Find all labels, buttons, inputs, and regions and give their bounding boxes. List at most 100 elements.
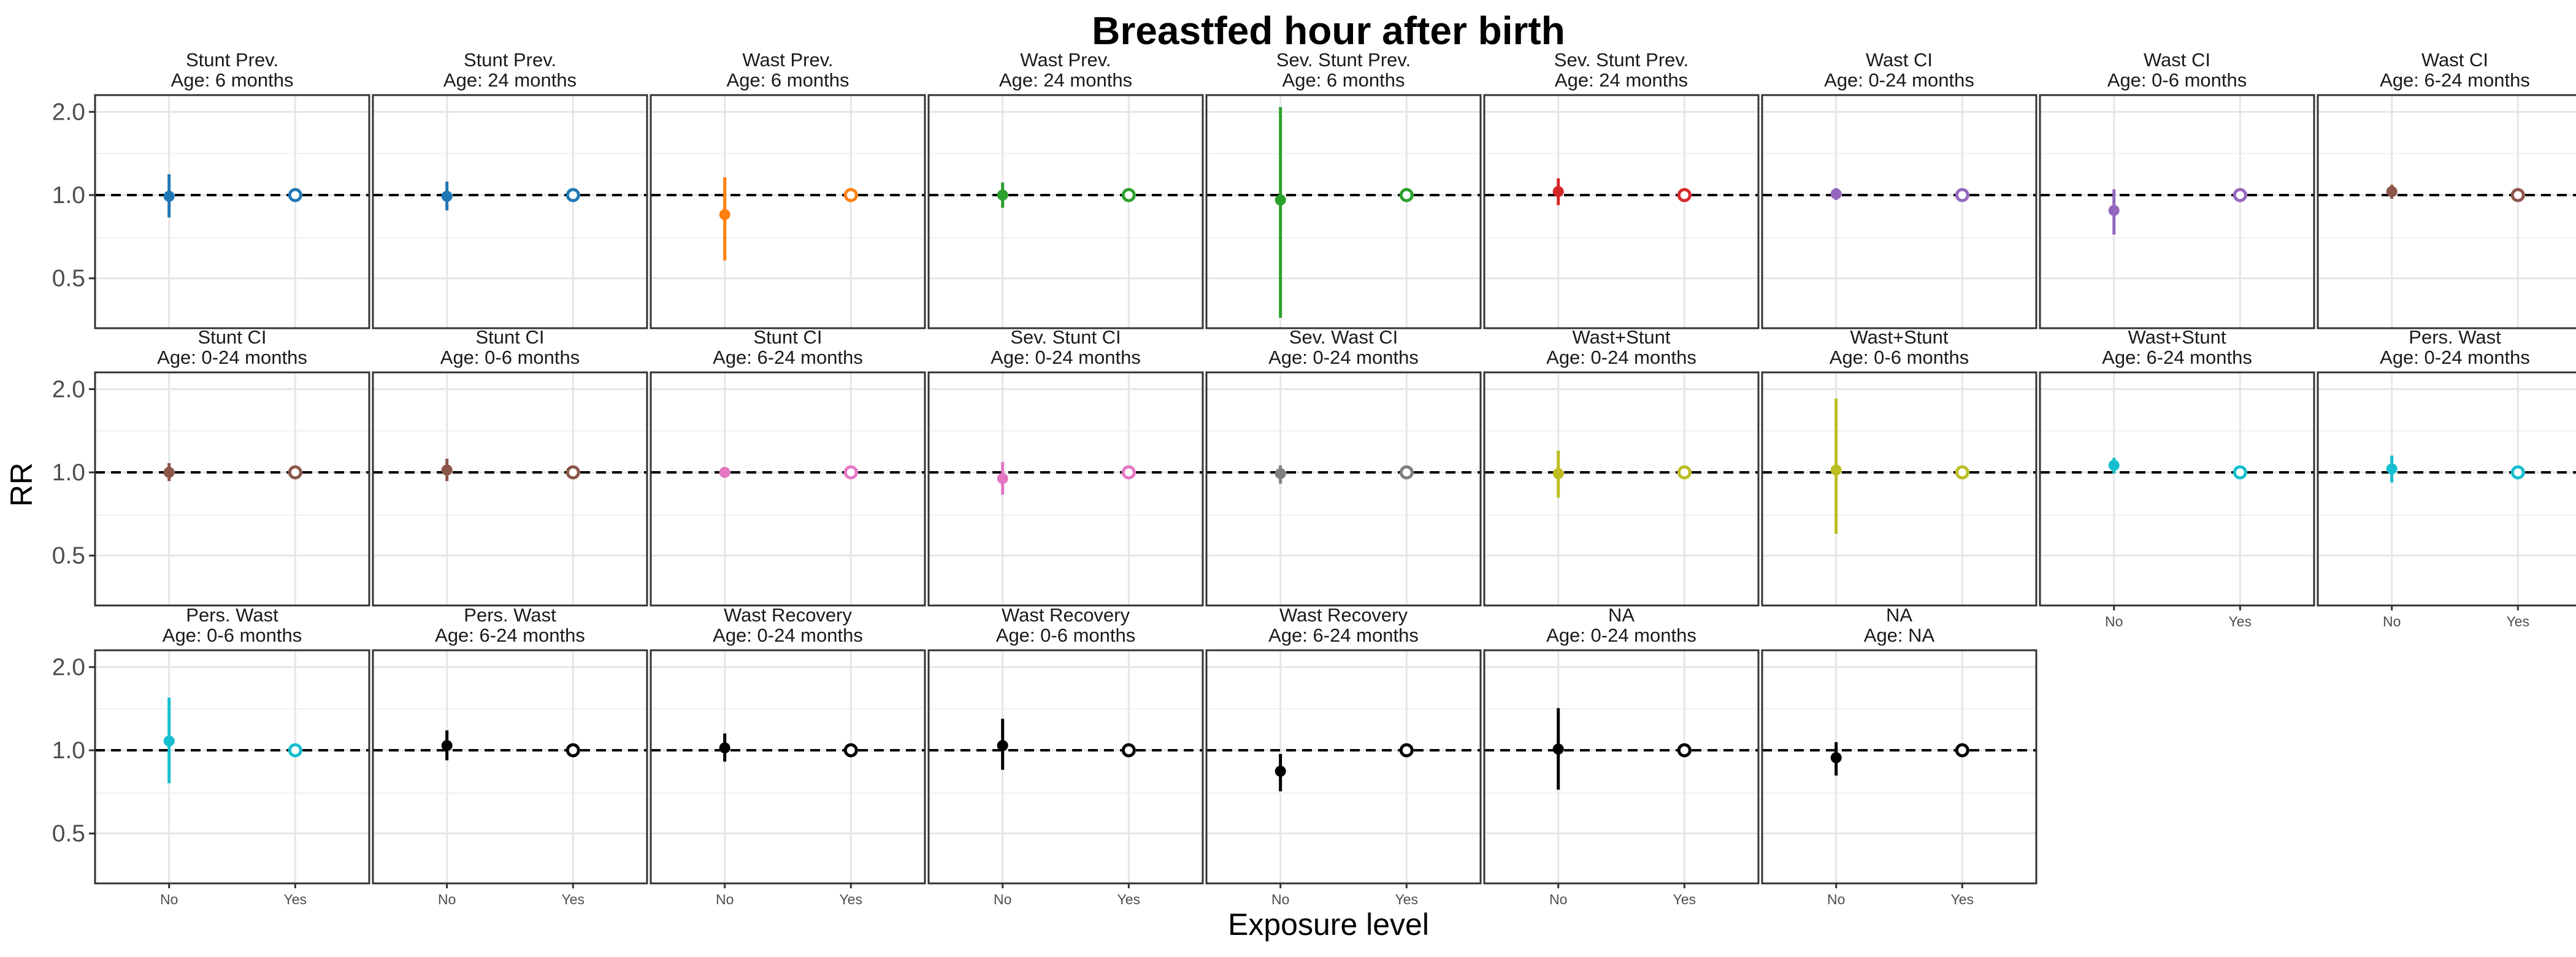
point-yes (1399, 188, 1414, 202)
panel-border (1761, 94, 2037, 329)
point-no (1275, 766, 1286, 777)
strip-outcome-label: Pers. Wast (186, 604, 278, 626)
panel-background (373, 650, 647, 883)
strip-outcome-label: Sev. Stunt Prev. (1276, 49, 1411, 71)
point-yes (1121, 743, 1136, 758)
point-no (997, 473, 1008, 485)
panel-border (1483, 371, 1760, 607)
point-no (1275, 194, 1286, 206)
point-yes (288, 465, 302, 480)
strip-age-label: Age: 0-24 months (991, 347, 1141, 368)
strip-outcome-label: Stunt CI (754, 326, 822, 348)
x-tick-label: Yes (562, 891, 585, 907)
strip-outcome-label: Sev. Stunt CI (1010, 326, 1121, 348)
strip-age-label: Age: 6-24 months (2102, 347, 2252, 368)
x-tick-label: No (160, 891, 178, 907)
point-yes (1399, 465, 1414, 480)
strip-outcome-label: Wast+Stunt (2128, 326, 2226, 348)
panel-border (927, 649, 1204, 885)
y-tick-label: 2.0 (52, 99, 85, 125)
strip-age-label: Age: 6-24 months (2380, 69, 2530, 91)
strip-outcome-label: Pers. Wast (2409, 326, 2501, 348)
panel-border (94, 649, 370, 885)
strip-outcome-label: Stunt CI (198, 326, 267, 348)
point-no (719, 742, 730, 754)
x-tick-label: No (716, 891, 734, 907)
point-yes (565, 465, 580, 480)
strip-age-label: Age: 24 months (999, 69, 1132, 91)
strip-age-label: Age: 0-24 months (1546, 347, 1696, 368)
facet-panel: Stunt Prev.Age: 24 months (372, 49, 648, 329)
panel-border (2317, 371, 2576, 607)
facet-panel: Wast Prev.Age: 24 months (927, 49, 1204, 329)
point-no (2386, 186, 2398, 198)
point-no (441, 190, 453, 202)
strip-age-label: Age: 6 months (727, 69, 849, 91)
strip-age-label: Age: 0-24 months (2380, 347, 2530, 368)
point-yes (1955, 743, 1969, 758)
strip-age-label: Age: 0-24 months (713, 625, 863, 646)
facet-panel: Sev. Stunt Prev.Age: 6 months (1205, 49, 1482, 329)
strip-outcome-label: Wast Recovery (1002, 604, 1130, 626)
point-yes (1121, 188, 1136, 202)
point-no (1552, 186, 1564, 198)
x-tick-label: Yes (1673, 891, 1696, 907)
panel-background (373, 372, 647, 605)
panel-border (2039, 94, 2315, 329)
point-yes (1677, 743, 1692, 758)
strip-age-label: Age: 6 months (1282, 69, 1405, 91)
point-yes (2233, 188, 2247, 202)
panel-background (95, 95, 369, 328)
y-tick-label: 1.0 (52, 459, 85, 486)
panel-background (651, 95, 925, 328)
strip-outcome-label: Wast Recovery (724, 604, 853, 626)
point-no (1275, 467, 1286, 479)
point-yes (1399, 743, 1414, 758)
point-no (1552, 744, 1564, 755)
panel-background (373, 95, 647, 328)
panel-background (1206, 95, 1481, 328)
strip-age-label: Age: 0-6 months (2107, 69, 2247, 91)
strip-age-label: Age: 6-24 months (713, 347, 863, 368)
panel-border (94, 371, 370, 607)
panel-border (1483, 649, 1760, 885)
x-tick-label: Yes (284, 891, 307, 907)
point-no (997, 740, 1008, 751)
point-yes (288, 188, 302, 202)
panel-background (1762, 95, 2036, 328)
strip-outcome-label: Wast CI (2421, 49, 2488, 71)
point-yes (843, 743, 858, 758)
panel-background (1762, 372, 2036, 605)
y-tick-label: 2.0 (52, 654, 85, 680)
x-tick-label: Yes (1117, 891, 1141, 907)
panel-border (1761, 371, 2037, 607)
panel-border (1483, 94, 1760, 329)
x-tick-label: No (1827, 891, 1845, 907)
point-yes (288, 743, 302, 758)
panel-border (650, 94, 926, 329)
panel-background (651, 650, 925, 883)
panel-border (94, 94, 370, 329)
y-tick-label: 2.0 (52, 376, 85, 402)
x-tick-label: Yes (2507, 613, 2530, 629)
x-tick-label: No (2383, 613, 2401, 629)
strip-outcome-label: Wast+Stunt (1573, 326, 1671, 348)
point-no (2108, 205, 2120, 217)
panel-background (1206, 372, 1481, 605)
panel-border (372, 371, 648, 607)
strip-age-label: Age: 0-24 months (157, 347, 307, 368)
strip-age-label: Age: 6 months (171, 69, 294, 91)
panel-background (1484, 372, 1758, 605)
